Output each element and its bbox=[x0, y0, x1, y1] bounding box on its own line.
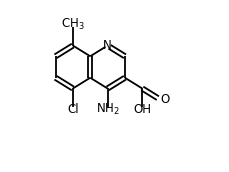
Text: CH$_3$: CH$_3$ bbox=[61, 17, 84, 32]
Text: NH$_2$: NH$_2$ bbox=[95, 102, 119, 117]
Text: N: N bbox=[103, 39, 112, 52]
Text: OH: OH bbox=[133, 103, 151, 116]
Text: O: O bbox=[160, 93, 169, 106]
Text: Cl: Cl bbox=[67, 103, 78, 116]
